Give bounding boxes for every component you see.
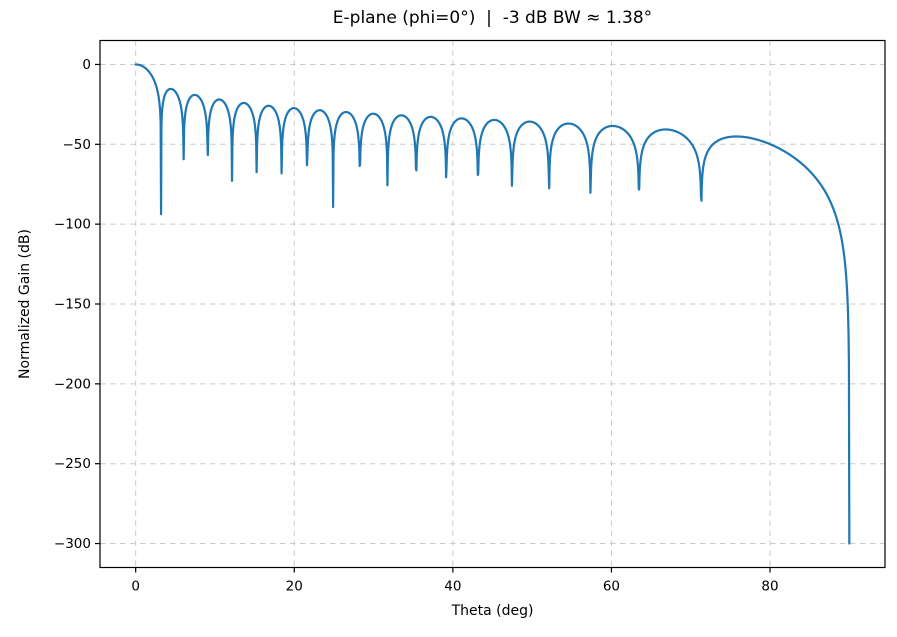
y-tick-label: −300 [54, 536, 91, 552]
y-tick-label: −200 [54, 376, 91, 392]
y-tick-label: −250 [54, 456, 91, 472]
y-axis-label: Normalized Gain (dB) [17, 229, 33, 379]
x-tick-label: 20 [286, 579, 303, 595]
y-tick-label: −150 [54, 297, 91, 313]
x-tick-label: 40 [444, 579, 461, 595]
gain-curve-line [134, 63, 851, 545]
chart-title: E-plane (phi=0°) | -3 dB BW ≈ 1.38° [332, 8, 653, 28]
x-axis-label: Theta (deg) [451, 603, 534, 619]
y-tick-label: 0 [82, 57, 91, 73]
y-tick-label: −100 [54, 217, 91, 233]
x-tick-label: 80 [761, 579, 778, 595]
x-tick-label: 60 [603, 579, 620, 595]
x-tick-label: 0 [131, 579, 140, 595]
y-tick-label: −50 [63, 137, 92, 153]
